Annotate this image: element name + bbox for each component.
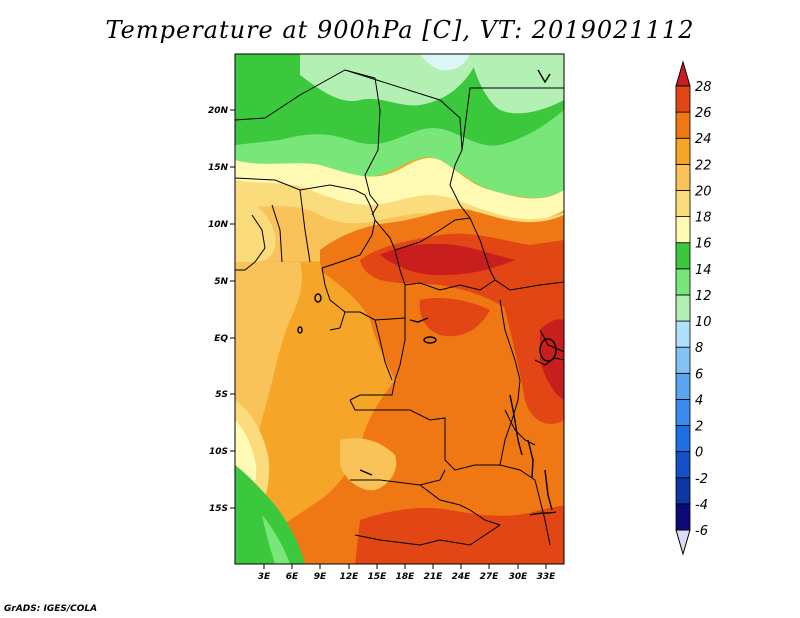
lon-label-21e: 21E	[424, 572, 444, 582]
lon-label-27e: 27E	[480, 572, 500, 582]
colorbar-label: 14	[695, 263, 712, 278]
colorbar-box	[675, 477, 691, 505]
country-borders	[235, 69, 564, 546]
colorbar-box	[675, 294, 691, 322]
colorbar-label: 28	[695, 80, 712, 95]
colorbar-box	[675, 190, 691, 217]
colorbar-label: 4	[695, 393, 703, 408]
colorbar-label: 0	[695, 446, 703, 461]
colorbar-box	[675, 85, 691, 113]
colorbar-box	[675, 320, 691, 348]
colorbar-label: 18	[695, 211, 712, 226]
lat-label-5s: 5S	[215, 390, 228, 400]
colorbar-box	[675, 451, 691, 479]
lon-label-15e: 15E	[368, 572, 388, 582]
colorbar-box	[675, 137, 691, 165]
colorbar-box	[675, 242, 691, 270]
colorbar-label: 6	[695, 367, 703, 382]
colorbar-box	[675, 425, 691, 453]
field-20-highland	[340, 438, 397, 491]
longitude-axis: 3E 6E 9E 12E 15E 18E 21E 24E 27E 30E 33E	[258, 564, 556, 582]
colorbar-label: 26	[695, 106, 712, 121]
lat-label-10s: 10S	[209, 447, 228, 457]
colorbar-label: -6	[695, 524, 708, 539]
colorbar-label: 12	[695, 289, 712, 304]
temperature-field	[235, 54, 564, 564]
field-10b	[470, 54, 564, 114]
map-frame	[234, 53, 565, 565]
colorbar-box	[675, 399, 691, 426]
colorbar-label: 22	[695, 158, 712, 173]
lon-label-18e: 18E	[396, 572, 416, 582]
field-18-west	[235, 195, 276, 262]
field-8	[420, 54, 470, 71]
colorbar-box	[675, 268, 691, 296]
colorbar-box	[675, 372, 691, 400]
colorbar-label: -2	[695, 472, 708, 487]
colorbar-label: 2	[695, 420, 703, 435]
field-26-east	[500, 280, 564, 424]
lat-label-20n: 20N	[208, 106, 229, 116]
colorbar-box	[675, 111, 691, 139]
lat-label-5n: 5N	[214, 277, 228, 287]
colorbar-label: 10	[695, 315, 712, 330]
latitude-axis: 20N 15N 10N 5N EQ 5S 10S 15S	[208, 106, 235, 514]
colorbar-label: -4	[695, 498, 708, 513]
colorbar-label: 16	[695, 237, 712, 252]
colorbar-label: 20	[695, 184, 712, 199]
lon-label-24e: 24E	[452, 572, 472, 582]
lon-label-3e: 3E	[258, 572, 271, 582]
colorbar-bottom-triangle	[675, 529, 691, 556]
colorbar-box	[675, 163, 691, 191]
lon-label-30e: 30E	[509, 572, 529, 582]
lat-label-15s: 15S	[209, 504, 228, 514]
colorbar-box	[675, 216, 691, 244]
field-16	[235, 157, 564, 220]
colorbar-top-triangle	[675, 60, 691, 87]
colorbar-label: 24	[695, 132, 712, 147]
field-28-north	[380, 243, 515, 275]
lon-label-9e: 9E	[314, 572, 327, 582]
lon-label-33e: 33E	[537, 572, 557, 582]
field-24	[235, 208, 564, 564]
field-14-ocean	[235, 465, 305, 564]
lat-label-15n: 15N	[208, 163, 229, 173]
map-title: Temperature at 900hPa [C], VT: 201902111…	[105, 16, 695, 44]
field-12-ocean	[262, 515, 290, 564]
lon-label-12e: 12E	[340, 572, 360, 582]
colorbar-box	[675, 503, 691, 531]
colorbar-label: 8	[695, 341, 703, 356]
credit-label: GrADS: IGES/COLA	[4, 604, 98, 614]
field-26-centre	[419, 298, 490, 337]
lake-outlines	[297, 69, 557, 516]
lat-label-eq: EQ	[214, 334, 228, 344]
field-26-south	[355, 505, 564, 564]
lon-label-6e: 6E	[286, 572, 299, 582]
lat-label-10n: 10N	[208, 220, 229, 230]
colorbar-box	[675, 346, 691, 374]
